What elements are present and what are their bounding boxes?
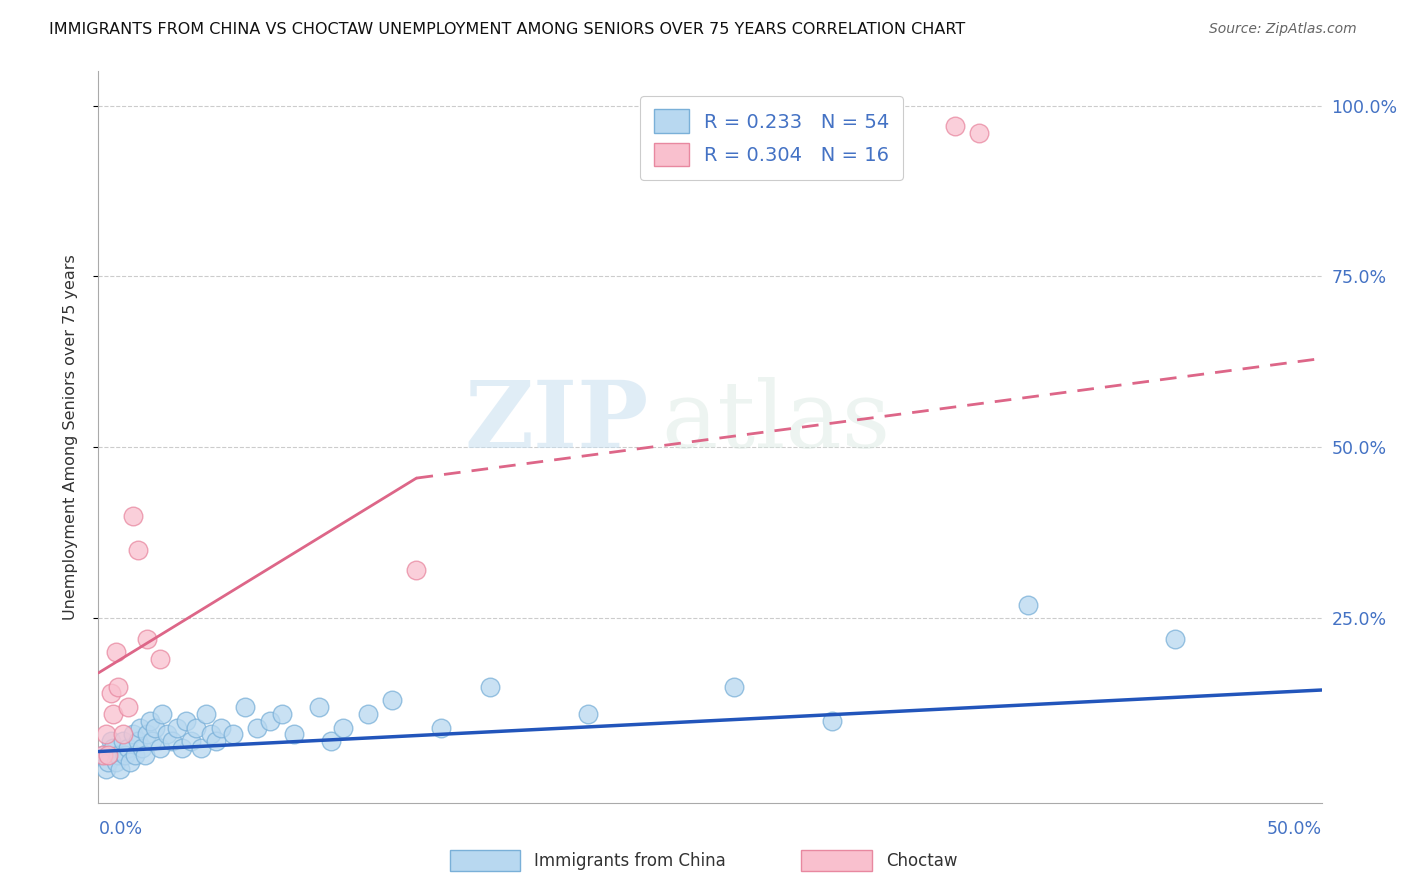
Point bbox=[121, 727, 143, 741]
Point bbox=[150, 706, 173, 721]
Point bbox=[259, 714, 281, 728]
Point bbox=[114, 747, 136, 762]
Point bbox=[478, 680, 501, 694]
Point bbox=[97, 755, 120, 769]
Point bbox=[1164, 632, 1187, 646]
Text: Choctaw: Choctaw bbox=[886, 852, 957, 870]
Point bbox=[117, 741, 139, 756]
Point bbox=[967, 126, 990, 140]
Text: ZIP: ZIP bbox=[464, 377, 648, 467]
Point bbox=[319, 734, 342, 748]
Point bbox=[127, 542, 149, 557]
Point bbox=[1017, 598, 1039, 612]
Point bbox=[209, 721, 232, 735]
Point bbox=[120, 755, 142, 769]
Point bbox=[100, 686, 122, 700]
Point bbox=[117, 700, 139, 714]
Point bbox=[233, 700, 256, 714]
Point bbox=[107, 747, 129, 762]
Point bbox=[127, 734, 149, 748]
Point bbox=[111, 727, 134, 741]
Text: IMMIGRANTS FROM CHINA VS CHOCTAW UNEMPLOYMENT AMONG SENIORS OVER 75 YEARS CORREL: IMMIGRANTS FROM CHINA VS CHOCTAW UNEMPLO… bbox=[49, 22, 966, 37]
Point bbox=[131, 741, 153, 756]
Point bbox=[405, 563, 427, 577]
Point bbox=[91, 747, 114, 762]
Point bbox=[332, 721, 354, 735]
Point bbox=[91, 747, 114, 762]
Text: Immigrants from China: Immigrants from China bbox=[534, 852, 725, 870]
Point bbox=[160, 734, 183, 748]
Point bbox=[141, 734, 163, 748]
Point bbox=[143, 721, 166, 735]
Text: 50.0%: 50.0% bbox=[1267, 820, 1322, 838]
Point bbox=[186, 721, 208, 735]
Point bbox=[270, 706, 294, 721]
Point bbox=[195, 706, 218, 721]
Text: 0.0%: 0.0% bbox=[98, 820, 142, 838]
Point bbox=[136, 727, 159, 741]
Point bbox=[821, 714, 844, 728]
Point bbox=[101, 706, 124, 721]
Point bbox=[166, 721, 188, 735]
Point bbox=[156, 727, 179, 741]
Point bbox=[104, 645, 127, 659]
Y-axis label: Unemployment Among Seniors over 75 years: Unemployment Among Seniors over 75 years bbox=[63, 254, 77, 620]
Point bbox=[139, 714, 162, 728]
Point bbox=[381, 693, 404, 707]
Point bbox=[170, 741, 193, 756]
Point bbox=[134, 747, 156, 762]
Point bbox=[129, 721, 152, 735]
Legend: R = 0.233   N = 54, R = 0.304   N = 16: R = 0.233 N = 54, R = 0.304 N = 16 bbox=[640, 95, 903, 180]
Point bbox=[176, 714, 198, 728]
Point bbox=[430, 721, 453, 735]
Point bbox=[124, 747, 146, 762]
Point bbox=[308, 700, 330, 714]
Point bbox=[576, 706, 599, 721]
Point bbox=[723, 680, 745, 694]
Point bbox=[180, 734, 202, 748]
Point bbox=[94, 762, 117, 776]
Point bbox=[222, 727, 245, 741]
Point bbox=[149, 741, 172, 756]
Point bbox=[94, 727, 117, 741]
Point bbox=[943, 119, 966, 133]
Point bbox=[110, 762, 132, 776]
Text: atlas: atlas bbox=[661, 377, 890, 467]
Point bbox=[149, 652, 172, 666]
Point bbox=[101, 741, 124, 756]
Point bbox=[121, 508, 143, 523]
Point bbox=[205, 734, 228, 748]
Point bbox=[283, 727, 305, 741]
Point bbox=[97, 747, 120, 762]
Point bbox=[104, 755, 127, 769]
Point bbox=[107, 680, 129, 694]
Point bbox=[200, 727, 222, 741]
Text: Source: ZipAtlas.com: Source: ZipAtlas.com bbox=[1209, 22, 1357, 37]
Point bbox=[190, 741, 212, 756]
Point bbox=[356, 706, 378, 721]
Point bbox=[136, 632, 159, 646]
Point bbox=[100, 734, 122, 748]
Point bbox=[246, 721, 269, 735]
Point bbox=[111, 734, 134, 748]
